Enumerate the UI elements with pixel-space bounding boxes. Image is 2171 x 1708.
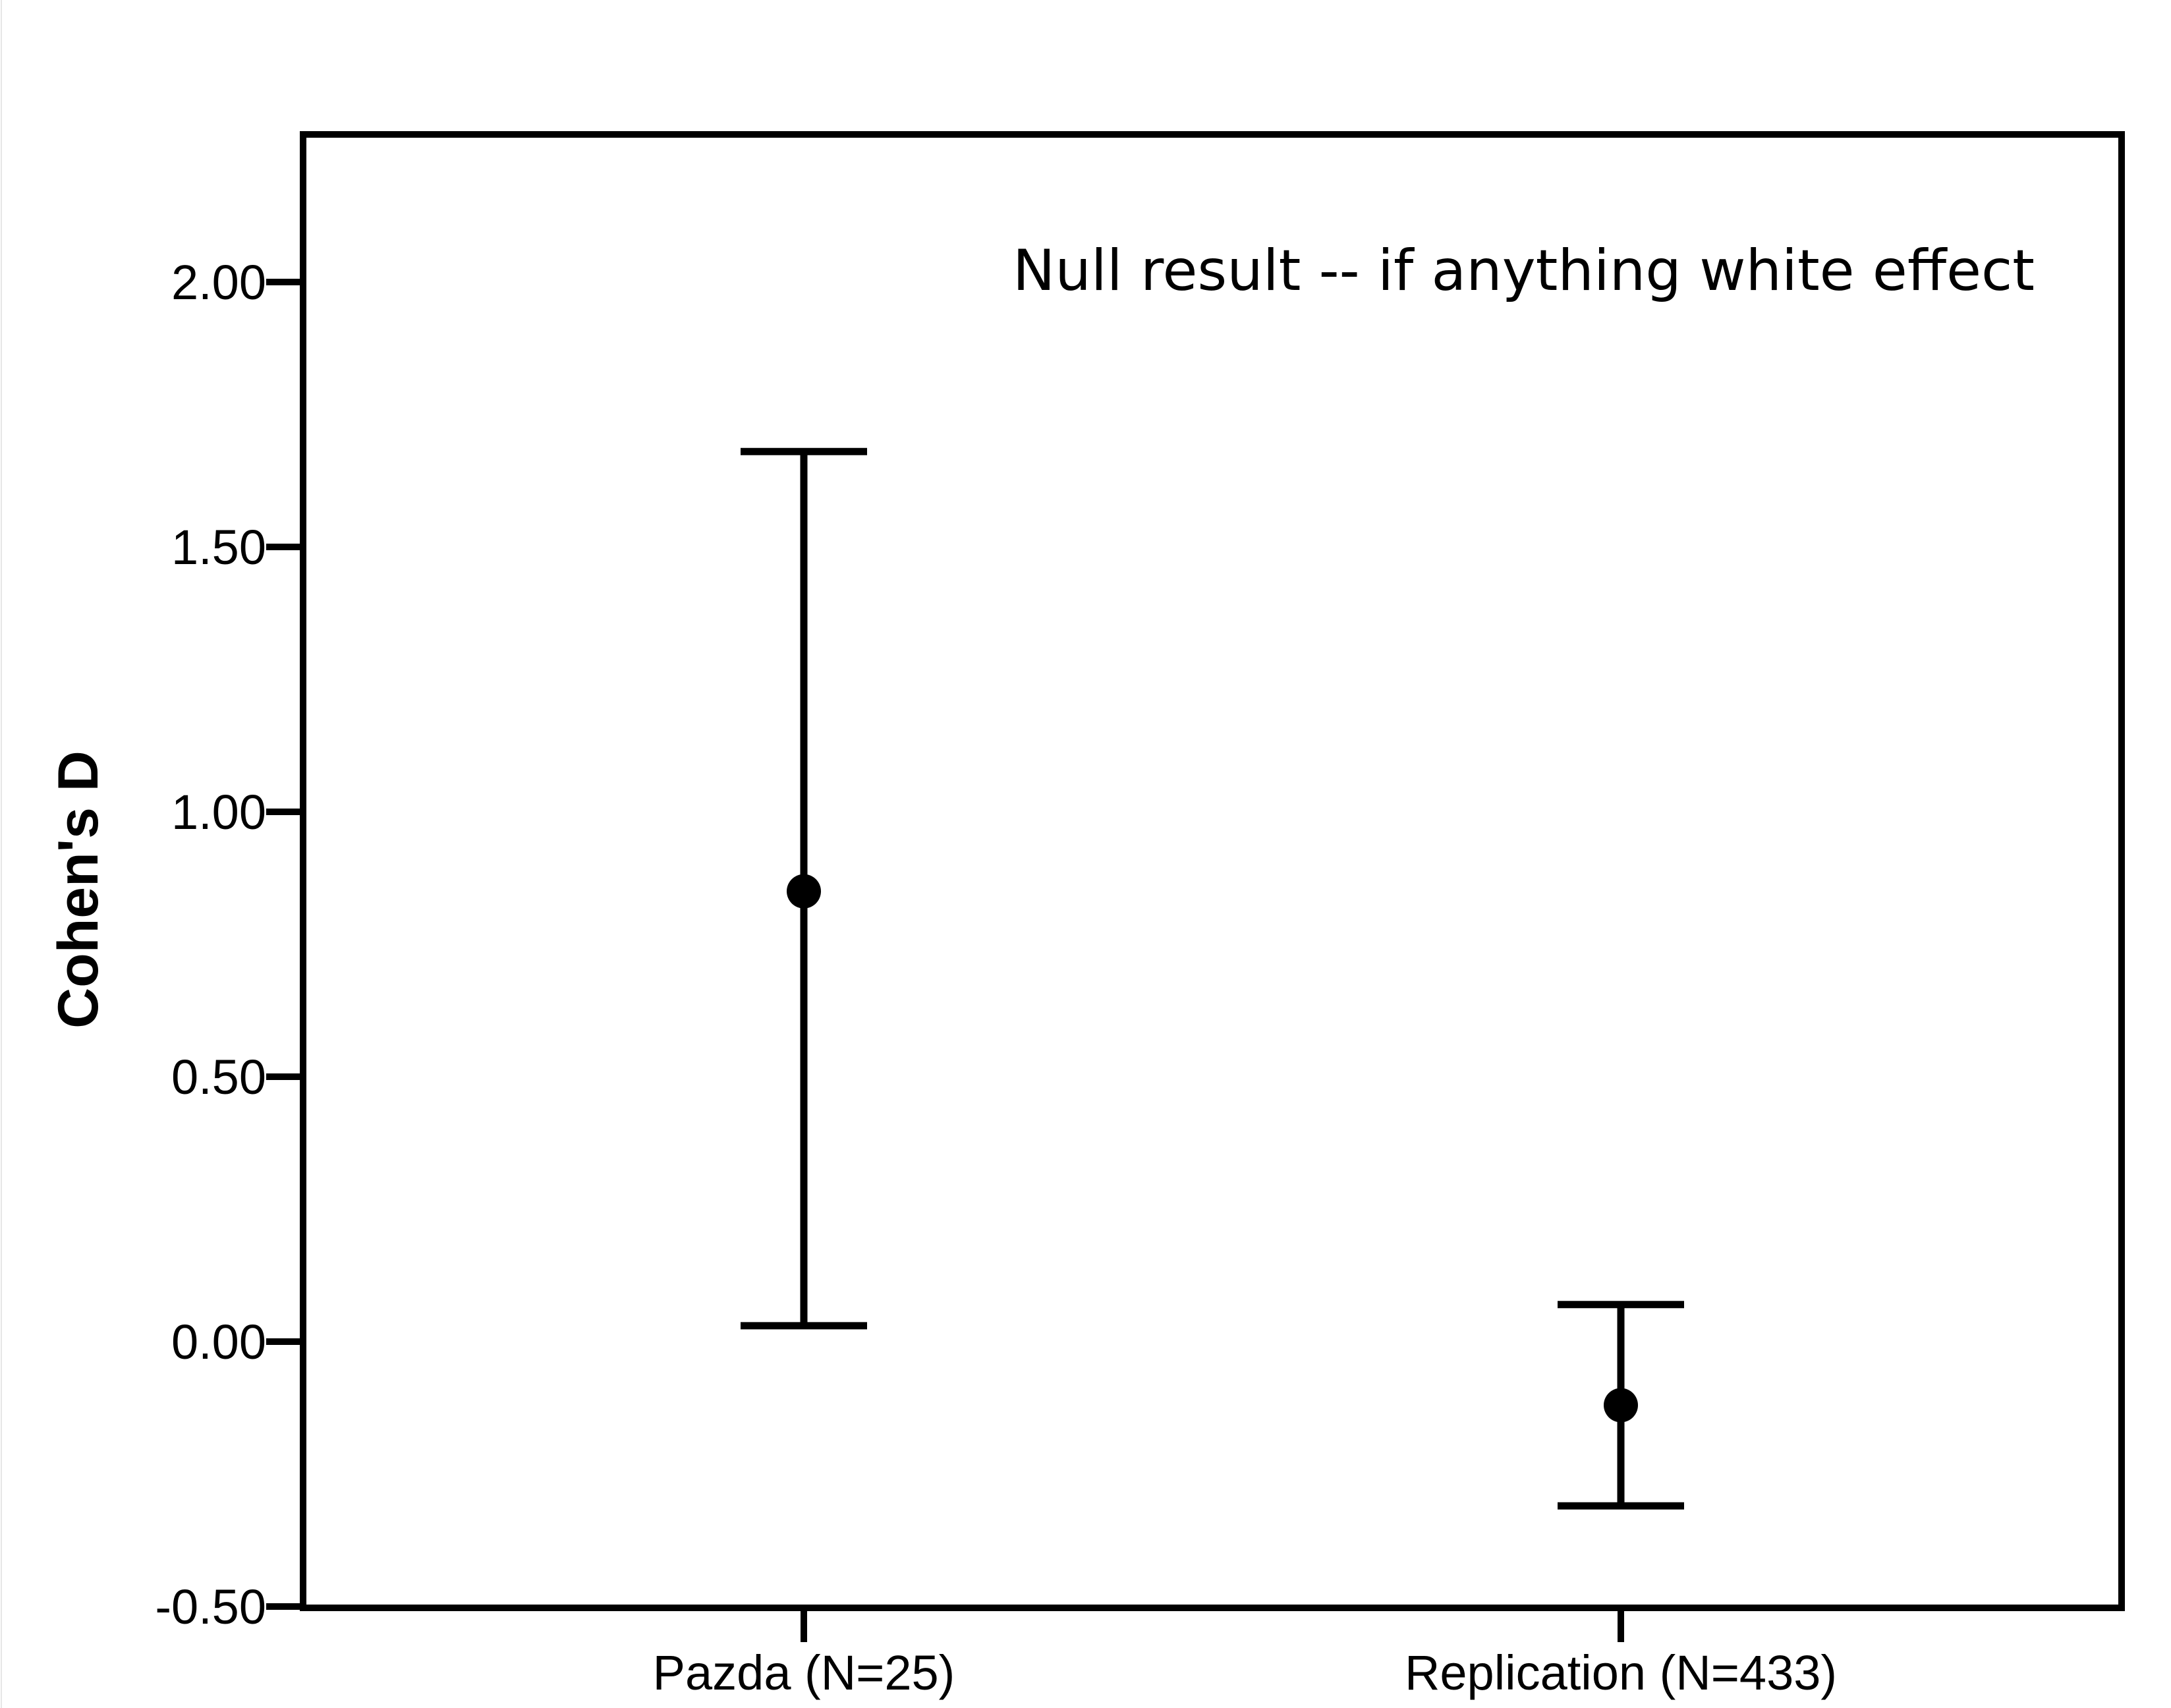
y-axis: -0.50 0.00 0.50 1.00 1.50 2.00 xyxy=(155,255,303,1634)
error-bar-series xyxy=(741,447,1684,1510)
annotation-text: Null result -- if anything white effect xyxy=(1013,238,2035,304)
y-tick-label: 0.50 xyxy=(171,1050,266,1104)
y-tick-label: -0.50 xyxy=(155,1580,266,1634)
plot-frame xyxy=(300,131,2125,1611)
x-axis: Pazda (N=25) Replication (N=433) xyxy=(653,1608,1837,1700)
mean-point xyxy=(787,874,821,909)
y-tick-label: 0.00 xyxy=(171,1315,266,1369)
y-tick-label: 2.00 xyxy=(171,255,266,310)
x-category-label: Replication (N=433) xyxy=(1405,1645,1837,1700)
y-tick-label: 1.50 xyxy=(171,520,266,575)
mean-point xyxy=(1604,1388,1638,1423)
error-bar-group xyxy=(741,447,867,1330)
y-axis-title: Cohen's D xyxy=(47,751,110,1029)
error-bar-group xyxy=(1558,1301,1684,1510)
y-tick-label: 1.00 xyxy=(171,785,266,840)
x-category-label: Pazda (N=25) xyxy=(653,1645,955,1700)
